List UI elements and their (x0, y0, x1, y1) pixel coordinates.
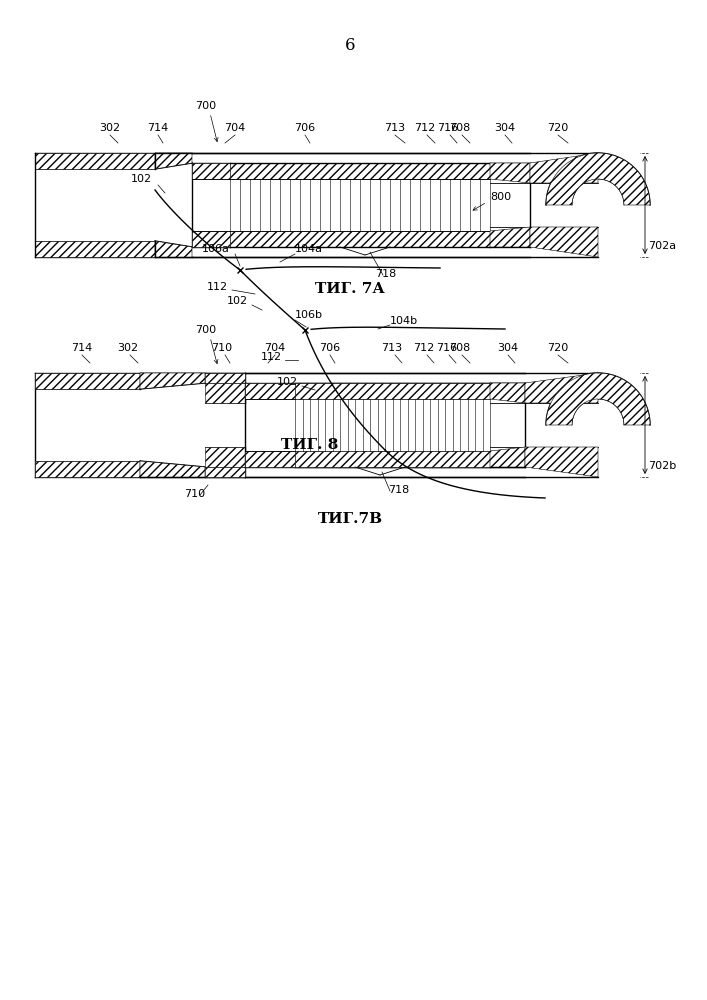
Polygon shape (245, 383, 295, 399)
Text: 800: 800 (490, 192, 511, 202)
Polygon shape (35, 241, 155, 257)
Polygon shape (205, 467, 245, 477)
Text: 6: 6 (345, 36, 355, 53)
Text: 112: 112 (207, 282, 228, 292)
Polygon shape (35, 461, 140, 477)
Polygon shape (530, 227, 598, 257)
Polygon shape (490, 383, 525, 403)
Text: 712: 712 (414, 123, 436, 133)
Text: 106b: 106b (295, 310, 323, 320)
Text: 106a: 106a (202, 244, 230, 254)
Text: 708: 708 (450, 123, 471, 133)
Polygon shape (525, 447, 598, 477)
Text: 714: 714 (71, 343, 93, 353)
Text: 706: 706 (320, 343, 341, 353)
Polygon shape (295, 451, 490, 467)
Text: 302: 302 (100, 123, 121, 133)
Polygon shape (140, 373, 205, 389)
Text: 716: 716 (438, 123, 459, 133)
Text: 713: 713 (382, 343, 402, 353)
Polygon shape (230, 163, 490, 179)
Text: 713: 713 (385, 123, 406, 133)
Text: 718: 718 (388, 485, 409, 495)
Polygon shape (490, 227, 530, 247)
Text: 102: 102 (227, 296, 248, 306)
Text: 702b: 702b (648, 461, 677, 471)
Polygon shape (155, 241, 192, 257)
Polygon shape (205, 383, 245, 403)
Polygon shape (530, 153, 598, 183)
Text: 112: 112 (261, 352, 282, 362)
Polygon shape (205, 447, 245, 467)
Polygon shape (245, 451, 295, 467)
Text: 706: 706 (294, 123, 315, 133)
Text: ΤИГ. 8: ΤИГ. 8 (281, 438, 339, 452)
Polygon shape (490, 447, 525, 467)
Text: 718: 718 (375, 269, 396, 279)
Text: 702a: 702a (648, 241, 676, 251)
Text: ΤИГ. 7А: ΤИГ. 7А (315, 282, 385, 296)
Text: 104a: 104a (295, 244, 323, 254)
Polygon shape (35, 153, 155, 169)
Text: 304: 304 (494, 123, 515, 133)
Polygon shape (205, 373, 245, 383)
Text: 304: 304 (498, 343, 518, 353)
Polygon shape (140, 461, 205, 477)
Text: 104b: 104b (390, 316, 418, 326)
Polygon shape (546, 373, 650, 425)
Polygon shape (192, 231, 230, 247)
Text: 720: 720 (547, 343, 568, 353)
Polygon shape (192, 163, 230, 179)
Polygon shape (525, 373, 598, 403)
Text: 716: 716 (436, 343, 457, 353)
Text: 102: 102 (277, 377, 298, 387)
Polygon shape (490, 163, 530, 183)
Text: 714: 714 (147, 123, 169, 133)
Text: 704: 704 (224, 123, 245, 133)
Text: 700: 700 (195, 325, 216, 335)
Text: ΤИГ.7В: ΤИГ.7В (317, 512, 382, 526)
Text: 710: 710 (185, 489, 206, 499)
Text: 710: 710 (211, 343, 233, 353)
Text: 302: 302 (117, 343, 139, 353)
Text: 708: 708 (450, 343, 471, 353)
Polygon shape (35, 373, 140, 389)
Polygon shape (295, 383, 490, 399)
Text: 700: 700 (195, 101, 216, 111)
Polygon shape (155, 153, 192, 169)
Text: 720: 720 (547, 123, 568, 133)
Polygon shape (546, 153, 650, 205)
Text: 712: 712 (414, 343, 435, 353)
Polygon shape (230, 231, 490, 247)
Text: 704: 704 (264, 343, 286, 353)
Text: 102: 102 (131, 174, 152, 184)
